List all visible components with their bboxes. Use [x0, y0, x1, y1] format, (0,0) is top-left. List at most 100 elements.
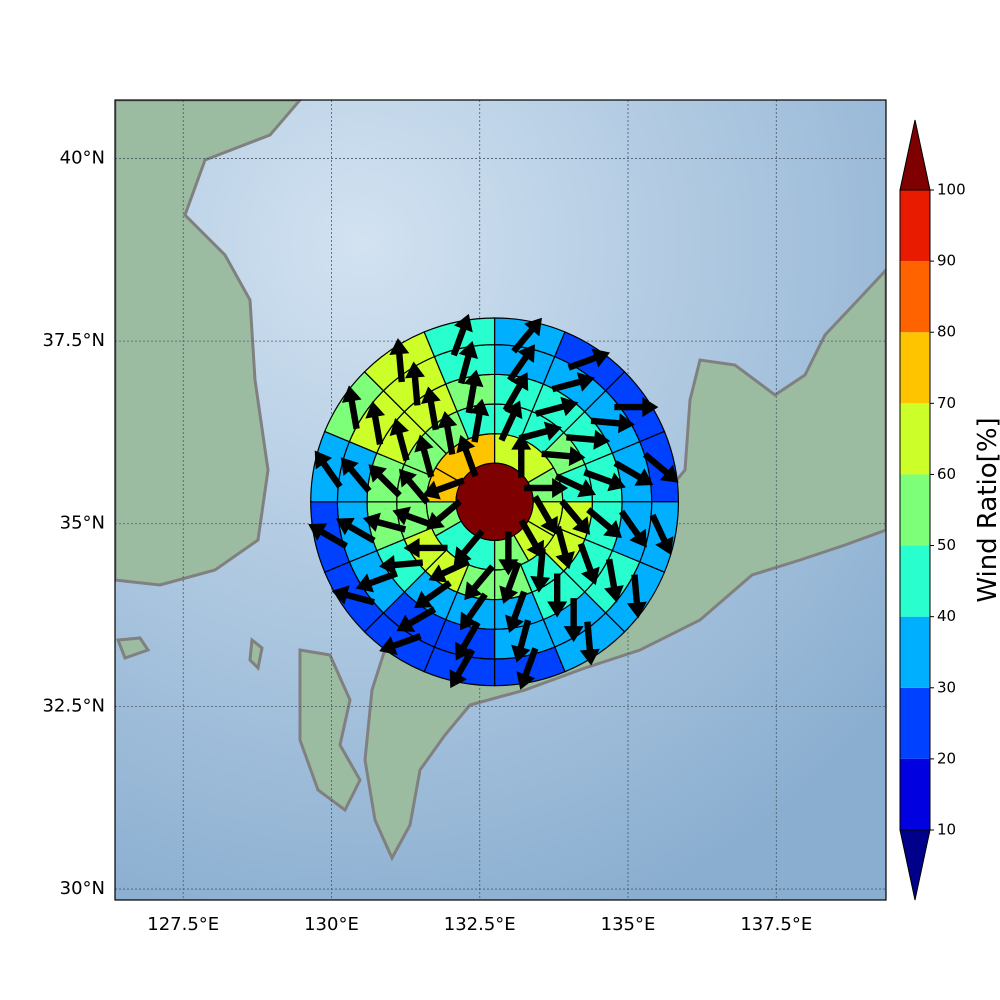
y-tick-label: 32.5°N — [42, 695, 105, 716]
arrow-ring5-8 — [449, 648, 476, 689]
y-tick-label: 30°N — [60, 878, 105, 899]
arrow-ring6-13 — [0, 0, 10, 22]
arrow-ring4-9 — [396, 606, 437, 632]
x-tick-label: 127.5°E — [147, 914, 219, 935]
arrow-ring3-7 — [505, 590, 528, 634]
arrow-ring4-13 — [365, 401, 386, 445]
arrow-ring3-12 — [368, 464, 402, 498]
arrow-ring3-15 — [463, 369, 484, 414]
arrow-ring6-4 — [0, 0, 10, 22]
colorbar-segment — [900, 332, 930, 404]
x-tick-label: 137.5°E — [740, 914, 812, 935]
arrow-ring1-5 — [453, 529, 485, 565]
arrow-ring1-8 — [456, 434, 479, 478]
arrow-ring2-14 — [437, 411, 458, 456]
y-tick-label: 37.5°N — [42, 330, 105, 351]
arrow-ring2-11 — [392, 506, 435, 529]
arrow-ring1-6 — [426, 499, 462, 530]
arrow-ring4-5 — [604, 558, 624, 603]
arrow-ring2-9 — [428, 558, 470, 583]
arrow-ring6-12 — [0, 0, 10, 22]
arrow-ring4-6 — [563, 598, 584, 643]
colorbar-extend-max — [899, 119, 931, 191]
land-korean-peninsula — [115, 100, 302, 587]
colorbar-segment — [900, 190, 930, 262]
arrow-ring5-13 — [341, 385, 362, 430]
y-tick-label: 35°N — [60, 513, 105, 534]
y-tick-label: 40°N — [60, 147, 105, 168]
arrow-ring2-4 — [559, 499, 591, 535]
arrow-ring6-1 — [0, 0, 10, 22]
arrow-ring3-13 — [389, 417, 410, 462]
arrow-ring3-8 — [459, 592, 488, 631]
colorbar-tick-label: 60 — [937, 465, 956, 483]
arrow-ring2-13 — [414, 434, 435, 478]
land-japan-kyushu-south — [298, 648, 362, 813]
arrow-ring2-7 — [499, 561, 522, 604]
colorbar-segment — [900, 474, 930, 546]
arrow-ring2-3 — [554, 473, 596, 498]
arrow-ring5-1 — [567, 348, 610, 371]
arrow-ring3-0 — [502, 372, 529, 412]
colorbar-segment — [900, 403, 930, 475]
arrow-ring2-6 — [530, 548, 551, 593]
arrow-ring1-2 — [532, 494, 558, 535]
arrow-ring5-0 — [511, 317, 542, 354]
arrow-ring6-3 — [0, 0, 10, 22]
arrow-ring5-6 — [579, 621, 600, 666]
colorbar-tick-label: 40 — [937, 607, 956, 625]
arrow-ring6-14 — [0, 0, 10, 22]
arrow-ring6-8 — [0, 0, 10, 22]
colorbar-tick-label: 10 — [937, 821, 956, 839]
arrow-ring1-7 — [422, 477, 465, 500]
colorbar-frame — [899, 189, 931, 831]
arrow-ring5-15 — [450, 313, 473, 357]
colorbar-segment — [900, 687, 930, 759]
arrow-ring6-0 — [0, 0, 10, 22]
colorbar-tick-label: 100 — [937, 181, 966, 199]
arrow-ring2-0 — [498, 400, 523, 442]
arrow-ring6-5 — [0, 0, 10, 22]
arrow-ring4-7 — [511, 619, 532, 663]
arrow-ring6-15 — [0, 0, 10, 22]
map-area — [0, 0, 886, 900]
arrow-ring2-12 — [398, 468, 430, 505]
land-tsushima-island — [248, 637, 264, 672]
arrow-ring1-1 — [524, 478, 569, 499]
arrow-ring4-1 — [551, 372, 595, 393]
arrow-ring5-5 — [626, 574, 647, 619]
latitude-ticks: 30°N 32.5°N 35°N 37.5°N 40°N — [42, 147, 105, 899]
colorbar-tick-label: 20 — [937, 749, 956, 767]
arrow-ring5-14 — [389, 338, 410, 383]
colorbar-tick-label: 80 — [937, 323, 956, 341]
arrow-ring6-9 — [0, 0, 10, 22]
arrow-ring6-6 — [0, 0, 10, 22]
arrow-ring5-12 — [314, 450, 343, 489]
colorbar-segment — [900, 545, 930, 617]
arrow-ring4-15 — [458, 340, 479, 385]
arrow-ring1-0 — [511, 433, 532, 478]
colorbar-tick-label: 30 — [937, 678, 956, 696]
arrow-ring6-7 — [0, 0, 10, 22]
arrow-ring3-6 — [547, 573, 568, 618]
arrow-ring2-15 — [469, 398, 490, 443]
arrow-ring4-8 — [455, 620, 481, 661]
arrow-ring2-5 — [554, 525, 575, 570]
arrow-ring4-3 — [613, 460, 654, 486]
arrow-ring4-4 — [618, 509, 647, 548]
arrow-ring6-2 — [0, 0, 10, 22]
colorbar-segment — [900, 616, 930, 688]
arrow-ring5-11 — [308, 523, 348, 549]
x-tick-label: 130°E — [304, 914, 359, 935]
arrow-ring2-2 — [541, 446, 586, 467]
x-tick-label: 132.5°E — [444, 914, 516, 935]
arrow-ring3-10 — [378, 554, 424, 575]
arrow-ring1-3 — [518, 518, 544, 559]
arrow-ring5-10 — [331, 585, 375, 606]
longitude-ticks: 127.5°E 130°E 132.5°E 135°E 137.5°E — [147, 914, 812, 935]
arrow-ring3-2 — [566, 429, 611, 450]
arrow-ring3-4 — [586, 507, 622, 538]
arrow-ring5-7 — [516, 647, 539, 690]
arrow-ring5-4 — [649, 513, 674, 556]
